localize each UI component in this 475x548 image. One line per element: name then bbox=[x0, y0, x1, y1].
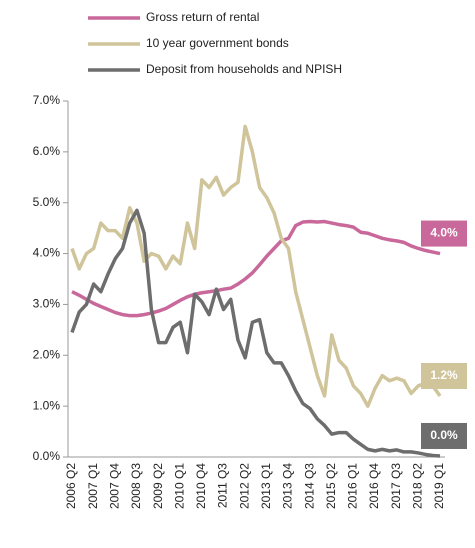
y-tick-label: 1.0% bbox=[33, 398, 61, 412]
y-tick-label: 3.0% bbox=[33, 297, 61, 311]
series-line bbox=[71, 219, 441, 318]
x-tick-label: 2015 Q2 bbox=[324, 463, 338, 509]
y-tick-label: 7.0% bbox=[33, 93, 61, 107]
end-label-text: 1.2% bbox=[430, 368, 458, 382]
series-line bbox=[70, 208, 441, 458]
x-tick-label: 2019 Q1 bbox=[432, 463, 446, 509]
end-label: 1.2% bbox=[421, 362, 467, 389]
x-tick-label: 2012 Q2 bbox=[237, 463, 251, 509]
x-tick-label: 2006 Q2 bbox=[64, 463, 78, 509]
y-tick-label: 2.0% bbox=[33, 347, 61, 361]
x-tick-label: 2011 Q3 bbox=[216, 463, 230, 508]
y-tick-label: 4.0% bbox=[33, 246, 61, 260]
end-label-box bbox=[421, 362, 467, 389]
y-tick-label: 6.0% bbox=[33, 144, 61, 158]
x-tick-label: 2013 Q1 bbox=[259, 463, 273, 509]
end-label-text: 0.0% bbox=[430, 428, 458, 442]
x-tick-label: 2016 Q1 bbox=[346, 463, 360, 509]
x-tick-label: 2014 Q3 bbox=[302, 463, 316, 509]
end-label-box bbox=[421, 220, 467, 247]
x-tick-label: 2010 Q1 bbox=[172, 463, 186, 509]
x-tick-label: 2008 Q3 bbox=[129, 463, 143, 509]
end-label: 0.0% bbox=[421, 422, 467, 449]
x-tick-label: 2016 Q4 bbox=[367, 463, 381, 509]
legend-label: Deposit from households and NPISH bbox=[146, 62, 342, 76]
end-label: 4.0% bbox=[421, 220, 467, 247]
y-tick-label: 0.0% bbox=[33, 449, 61, 463]
x-tick-label: 2009 Q2 bbox=[151, 463, 165, 509]
x-tick-label: 2013 Q4 bbox=[281, 463, 295, 509]
x-tick-label: 2018 Q2 bbox=[411, 463, 425, 509]
end-label-text: 4.0% bbox=[430, 226, 458, 240]
end-label-box bbox=[421, 422, 467, 449]
y-tick-label: 5.0% bbox=[33, 195, 61, 209]
x-tick-label: 2017 Q3 bbox=[389, 463, 403, 509]
legend-label: Gross return of rental bbox=[146, 10, 259, 24]
legend-label: 10 year government bonds bbox=[146, 36, 289, 50]
x-tick-label: 2010 Q4 bbox=[194, 463, 208, 509]
x-tick-label: 2007 Q1 bbox=[86, 463, 100, 509]
x-tick-label: 2007 Q4 bbox=[107, 463, 121, 509]
